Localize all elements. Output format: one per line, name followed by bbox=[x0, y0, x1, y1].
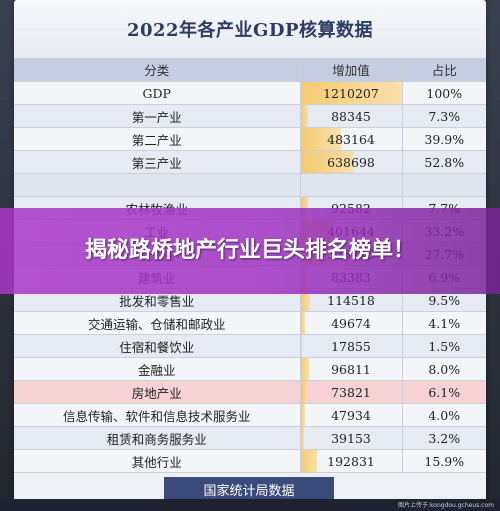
table-row: 租赁和商务服务业 39153 3.2% bbox=[14, 426, 486, 450]
header-share: 占比 bbox=[402, 58, 486, 82]
cell-category: 租赁和商务服务业 bbox=[14, 426, 301, 450]
value-text: 88345 bbox=[331, 108, 371, 124]
table-row bbox=[14, 173, 486, 197]
table-footer: 国家统计局数据 bbox=[164, 477, 334, 501]
cell-category: 第二产业 bbox=[14, 127, 301, 151]
table-title: 2022年各产业GDP核算数据 bbox=[14, 0, 486, 58]
cell-share bbox=[402, 173, 486, 197]
table-row: 信息传输、软件和信息技术服务业 47934 4.0% bbox=[14, 403, 486, 427]
cell-category: 其他行业 bbox=[14, 449, 301, 473]
value-text: 96811 bbox=[331, 361, 371, 377]
cell-value: 192831 bbox=[300, 449, 403, 473]
value-text: 49674 bbox=[331, 315, 371, 331]
value-bar bbox=[300, 381, 307, 403]
cell-category: GDP bbox=[14, 81, 301, 105]
table-row: 房地产业 73821 6.1% bbox=[14, 380, 486, 404]
cell-category: 批发和零售业 bbox=[14, 288, 301, 312]
cell-value: 49674 bbox=[300, 311, 403, 335]
cell-category: 房地产业 bbox=[14, 380, 301, 404]
value-bar bbox=[300, 450, 317, 472]
value-text: 17855 bbox=[331, 338, 371, 354]
cell-value bbox=[300, 173, 403, 197]
value-bar bbox=[300, 358, 309, 380]
cell-category bbox=[14, 173, 301, 197]
value-text: 192831 bbox=[327, 453, 375, 469]
cell-value: 114518 bbox=[300, 288, 403, 312]
value-text: 39153 bbox=[331, 430, 371, 446]
cell-value: 483164 bbox=[300, 127, 403, 151]
value-bar bbox=[300, 404, 305, 426]
cell-value: 88345 bbox=[300, 104, 403, 128]
table-row: GDP 1210207 100% bbox=[14, 81, 486, 105]
value-bar bbox=[300, 312, 305, 334]
cell-value: 1210207 bbox=[300, 81, 403, 105]
table-row: 批发和零售业 114518 9.5% bbox=[14, 288, 486, 312]
value-text: 483164 bbox=[327, 131, 375, 147]
cell-value: 73821 bbox=[300, 380, 403, 404]
value-text: 47934 bbox=[331, 407, 371, 423]
cell-share: 52.8% bbox=[402, 150, 486, 174]
value-bar bbox=[300, 128, 341, 150]
cell-category: 金融业 bbox=[14, 357, 301, 381]
cell-category: 第三产业 bbox=[14, 150, 301, 174]
value-bar bbox=[300, 289, 311, 311]
cell-share: 6.1% bbox=[402, 380, 486, 404]
table-row: 第三产业 638698 52.8% bbox=[14, 150, 486, 174]
cell-share: 39.9% bbox=[402, 127, 486, 151]
value-text: 73821 bbox=[331, 384, 371, 400]
table-row: 第一产业 88345 7.3% bbox=[14, 104, 486, 128]
table-row: 其他行业 192831 15.9% bbox=[14, 449, 486, 473]
cell-value: 47934 bbox=[300, 403, 403, 427]
cell-category: 第一产业 bbox=[14, 104, 301, 128]
cell-share: 1.5% bbox=[402, 334, 486, 358]
value-text: 114518 bbox=[327, 292, 375, 308]
cell-share: 9.5% bbox=[402, 288, 486, 312]
table-row: 交通运输、仓储和邮政业 49674 4.1% bbox=[14, 311, 486, 335]
bottom-strip: 图片上传于:kongdou.gcheus.com bbox=[0, 499, 500, 511]
header-value: 增加值 bbox=[300, 58, 403, 82]
cell-category: 交通运输、仓储和邮政业 bbox=[14, 311, 301, 335]
value-bar bbox=[300, 427, 304, 449]
value-bar bbox=[300, 105, 308, 127]
cell-category: 住宿和餐饮业 bbox=[14, 334, 301, 358]
cell-share: 3.2% bbox=[402, 426, 486, 450]
value-text: 1210207 bbox=[323, 85, 379, 101]
value-text: 638698 bbox=[327, 154, 375, 170]
watermark-text: 图片上传于:kongdou.gcheus.com bbox=[397, 502, 494, 509]
cell-value: 638698 bbox=[300, 150, 403, 174]
table-row: 金融业 96811 8.0% bbox=[14, 357, 486, 381]
value-bar bbox=[300, 82, 401, 104]
cell-share: 7.3% bbox=[402, 104, 486, 128]
header-category: 分类 bbox=[14, 58, 301, 82]
cell-share: 4.0% bbox=[402, 403, 486, 427]
table-row: 第二产业 483164 39.9% bbox=[14, 127, 486, 151]
cell-share: 15.9% bbox=[402, 449, 486, 473]
table-header-row: 分类 增加值 占比 bbox=[14, 58, 486, 82]
value-bar bbox=[300, 197, 309, 219]
headline-text: 揭秘路桥地产行业巨头排名榜单！ bbox=[84, 238, 415, 263]
value-bar bbox=[300, 335, 302, 357]
cell-share: 4.1% bbox=[402, 311, 486, 335]
cell-value: 96811 bbox=[300, 357, 403, 381]
cell-value: 17855 bbox=[300, 334, 403, 358]
table-row: 住宿和餐饮业 17855 1.5% bbox=[14, 334, 486, 358]
headline-banner: 揭秘路桥地产行业巨头排名榜单！ bbox=[0, 208, 500, 294]
cell-value: 39153 bbox=[300, 426, 403, 450]
value-bar bbox=[300, 151, 354, 173]
cell-share: 100% bbox=[402, 81, 486, 105]
cell-category: 信息传输、软件和信息技术服务业 bbox=[14, 403, 301, 427]
cell-share: 8.0% bbox=[402, 357, 486, 381]
